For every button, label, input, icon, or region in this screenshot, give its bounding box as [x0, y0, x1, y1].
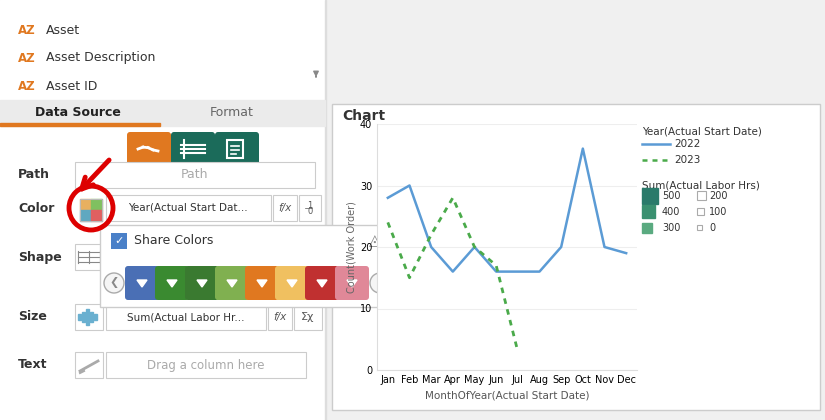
Text: ❯: ❯	[375, 278, 384, 289]
Text: 2022: 2022	[674, 139, 700, 149]
FancyBboxPatch shape	[111, 233, 127, 249]
FancyBboxPatch shape	[275, 266, 309, 300]
Text: Asset Description: Asset Description	[46, 52, 155, 65]
Text: Year(Actual Start Dat...: Year(Actual Start Dat...	[128, 203, 248, 213]
Y-axis label: Count(Work Order): Count(Work Order)	[347, 201, 357, 293]
FancyBboxPatch shape	[75, 244, 103, 270]
Bar	[78, 314, 81, 320]
Text: Year(Actual Start Date): Year(Actual Start Date)	[642, 126, 761, 136]
Circle shape	[104, 273, 124, 293]
Text: Asset ID: Asset ID	[46, 79, 97, 92]
Text: Drag a column here: Drag a column here	[147, 359, 265, 372]
Polygon shape	[227, 280, 237, 287]
FancyBboxPatch shape	[125, 266, 159, 300]
Text: 1: 1	[308, 200, 313, 210]
Text: Shape: Shape	[18, 250, 62, 263]
Text: Color: Color	[18, 202, 54, 215]
FancyBboxPatch shape	[106, 195, 271, 221]
FancyBboxPatch shape	[294, 304, 322, 330]
FancyBboxPatch shape	[335, 266, 369, 300]
Text: Sum(Actual Labor Hr...: Sum(Actual Labor Hr...	[127, 312, 245, 322]
FancyBboxPatch shape	[268, 304, 292, 330]
Polygon shape	[317, 280, 327, 287]
Text: f/x: f/x	[273, 312, 286, 322]
Text: Path: Path	[182, 168, 209, 181]
Text: f/x: f/x	[278, 203, 291, 213]
FancyBboxPatch shape	[215, 266, 249, 300]
Polygon shape	[287, 280, 297, 287]
Bar	[642, 205, 655, 218]
Text: Path: Path	[18, 168, 50, 181]
FancyBboxPatch shape	[697, 208, 704, 215]
Circle shape	[370, 273, 390, 293]
Bar	[0, 0, 325, 420]
FancyBboxPatch shape	[697, 225, 702, 230]
Bar	[82, 312, 85, 322]
Bar	[91, 199, 102, 210]
FancyBboxPatch shape	[697, 191, 706, 200]
Text: ❮: ❮	[109, 278, 119, 289]
FancyBboxPatch shape	[305, 266, 339, 300]
Text: Data Source: Data Source	[35, 107, 121, 120]
Bar	[642, 188, 658, 204]
FancyBboxPatch shape	[245, 266, 279, 300]
Bar	[94, 314, 97, 320]
FancyBboxPatch shape	[106, 352, 306, 378]
Text: ⊗: ⊗	[412, 234, 426, 249]
Bar	[325, 0, 326, 420]
Text: 200: 200	[709, 191, 728, 201]
FancyBboxPatch shape	[155, 266, 189, 300]
FancyBboxPatch shape	[299, 195, 321, 221]
FancyBboxPatch shape	[75, 352, 103, 378]
Text: Text: Text	[18, 359, 48, 372]
FancyBboxPatch shape	[75, 304, 103, 330]
Bar	[86, 309, 89, 325]
Bar	[80, 199, 91, 210]
FancyBboxPatch shape	[100, 225, 465, 307]
FancyBboxPatch shape	[332, 104, 820, 410]
Polygon shape	[197, 280, 207, 287]
Text: 2023: 2023	[674, 155, 700, 165]
FancyBboxPatch shape	[215, 132, 259, 166]
X-axis label: MonthOfYear(Actual Start Date): MonthOfYear(Actual Start Date)	[425, 391, 589, 400]
Text: Sum(Actual Labor Hrs): Sum(Actual Labor Hrs)	[642, 180, 760, 190]
Text: 400: 400	[662, 207, 681, 217]
Text: ●: ●	[390, 234, 403, 249]
Bar	[80, 210, 91, 221]
Bar	[0, 123, 160, 126]
Text: ◬: ◬	[369, 234, 381, 249]
FancyBboxPatch shape	[171, 132, 215, 166]
Polygon shape	[137, 280, 147, 287]
Polygon shape	[167, 280, 177, 287]
Text: 0: 0	[709, 223, 715, 233]
FancyBboxPatch shape	[185, 266, 219, 300]
Text: Format: Format	[210, 107, 254, 120]
Bar	[90, 312, 93, 322]
Text: ✓: ✓	[115, 236, 124, 246]
Text: Share Colors: Share Colors	[134, 234, 214, 247]
Text: ✓: ✓	[435, 234, 447, 249]
Text: Asset: Asset	[46, 24, 80, 37]
Bar	[0, 100, 325, 126]
Bar	[80, 199, 102, 221]
Text: Size: Size	[18, 310, 47, 323]
Text: 100: 100	[709, 207, 728, 217]
FancyBboxPatch shape	[75, 162, 315, 188]
Text: 500: 500	[662, 191, 681, 201]
Text: 300: 300	[662, 223, 681, 233]
Polygon shape	[347, 280, 357, 287]
Text: AZ: AZ	[18, 52, 35, 65]
Bar	[91, 210, 102, 221]
Bar	[642, 223, 652, 233]
Text: AZ: AZ	[18, 24, 35, 37]
FancyBboxPatch shape	[106, 304, 266, 330]
FancyBboxPatch shape	[127, 132, 171, 166]
Text: Σχ: Σχ	[301, 312, 314, 322]
Text: AZ: AZ	[18, 79, 35, 92]
FancyBboxPatch shape	[273, 195, 297, 221]
Polygon shape	[257, 280, 267, 287]
Text: Chart: Chart	[342, 109, 385, 123]
Text: 0: 0	[308, 207, 313, 215]
